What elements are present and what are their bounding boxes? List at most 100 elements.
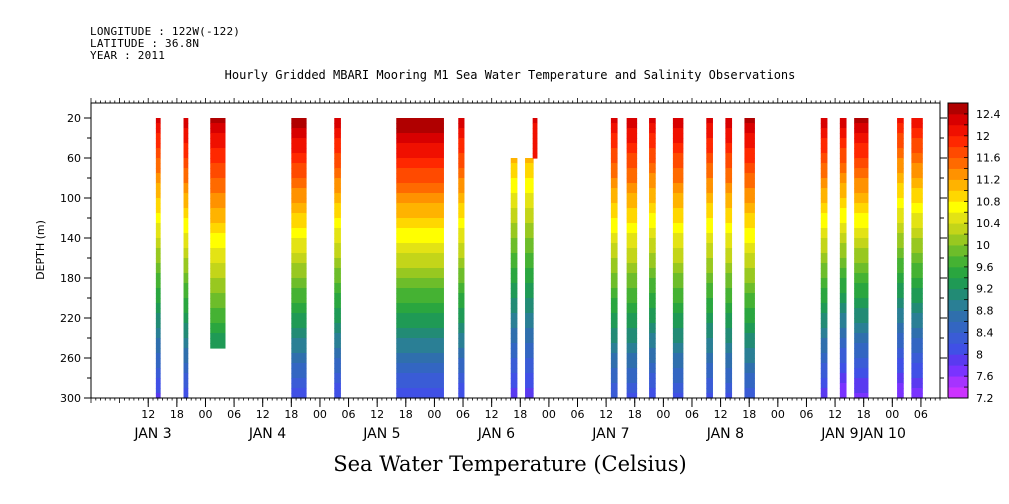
colorbar-swatch [948,387,968,399]
x-tick-label: 06 [456,408,470,421]
profile-cell [626,303,638,309]
colorbar-swatch [948,266,968,279]
profile-cell [458,138,465,144]
profile-cell [897,313,904,319]
profile-cell [458,228,465,234]
profile-cell [649,143,656,149]
profile-cell [155,183,161,189]
profile-cell [291,358,307,364]
profile-cell [610,168,618,174]
profile-cell [626,288,638,294]
profile-cell [334,213,341,219]
profile-13 [649,118,656,399]
profile-cell [510,353,518,359]
profile-cell [210,308,226,314]
profile-cell [458,163,465,169]
profile-cell [510,358,518,364]
profile-cell [334,373,341,379]
profile-cell [706,278,713,284]
profile-cell [155,193,161,199]
x-tick-label: 00 [771,408,785,421]
profile-cell [396,268,444,274]
profile-cell [183,333,189,339]
x-tick-label: 18 [742,408,756,421]
profile-cell [820,328,828,334]
profile-cell [291,243,307,249]
profile-cell [854,188,869,194]
profile-cell [510,253,518,259]
profile-cell [155,188,161,194]
profile-cell [510,283,518,289]
profile-cell [672,343,684,349]
profile-cell [744,128,755,134]
profile-cell [291,368,307,374]
profile-cell [744,163,755,169]
profile-cell [525,298,534,304]
profile-cell [897,333,904,339]
profile-cell [525,363,534,369]
profile-cell [897,298,904,304]
profile-cell [183,248,189,254]
colorbar-label: 9.2 [976,283,994,296]
profile-cell [744,258,755,264]
profile-cell [706,263,713,269]
profile-cell [210,238,226,244]
profile-cell [725,188,733,194]
profile-cell [525,273,534,279]
profile-cell [210,338,226,344]
profile-cell [820,123,828,129]
profile-cell [610,148,618,154]
profile-cell [210,193,226,199]
profile-cell [649,283,656,289]
profile-cell [510,223,518,229]
profile-cell [626,183,638,189]
profile-cell [610,198,618,204]
profile-cell [706,358,713,364]
profile-cell [706,283,713,289]
profile-cell [525,338,534,344]
profile-cell [854,198,869,204]
profile-cell [854,288,869,294]
profile-cell [839,228,847,234]
profile-cell [820,318,828,324]
profile-cell [626,363,638,369]
profile-cell [396,173,444,179]
profile-cell [911,233,923,239]
profile-cell [744,388,755,394]
profile-cell [155,368,161,374]
profile-cell [725,303,733,309]
profile-cell [725,293,733,299]
profile-cell [839,393,847,399]
profile-cell [820,383,828,389]
profile-cell [291,318,307,324]
profile-cell [525,268,534,274]
profile-cell [626,388,638,394]
profile-cell [820,148,828,154]
profile-cell [672,333,684,339]
profile-cell [334,118,341,124]
profile-cell [334,248,341,254]
profile-cell [897,203,904,209]
profile-cell [744,343,755,349]
profile-cell [458,253,465,259]
profile-cell [706,128,713,134]
profile-cell [672,293,684,299]
profile-cell [458,353,465,359]
profile-cell [458,223,465,229]
profile-cell [854,348,869,354]
x-tick-label: 00 [313,408,327,421]
profile-cell [839,323,847,329]
profile-cell [725,248,733,254]
profile-cell [897,373,904,379]
profile-cell [396,233,444,239]
profile-cell [897,188,904,194]
profile-cell [649,338,656,344]
profile-cell [839,178,847,184]
profile-cell [626,238,638,244]
profile-cell [672,313,684,319]
profile-cell [155,293,161,299]
profile-cell [672,368,684,374]
profile-cell [525,243,534,249]
profile-cell [155,148,161,154]
profile-cell [725,318,733,324]
